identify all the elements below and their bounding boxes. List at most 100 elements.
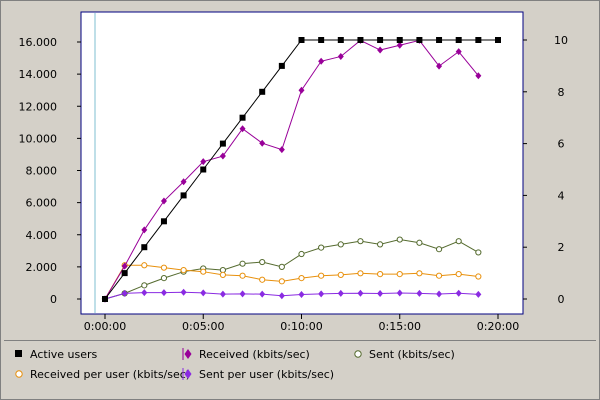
point-sent-per-user-kbits-sec [436,290,443,298]
point-received-per-user-kbits-sec [219,271,226,279]
point-sent-per-user-kbits-sec [455,289,462,297]
series-line-received-per-user-kbits-sec [104,264,479,300]
y-right-tick-label: 10 [554,34,568,47]
point-active-users [357,37,364,43]
point-sent-kbits-sec [377,241,384,248]
x-tick-label: 0:05:00 [182,320,224,333]
point-active-users [475,37,482,43]
point-received-per-user-kbits-sec [180,266,187,274]
legend-item: Sent (kbits/sec) [351,347,455,361]
point-active-users [102,296,108,302]
y-right-tick-label: 4 [558,189,565,202]
point-received-per-user-kbits-sec [475,273,482,280]
point-received-per-user-kbits-sec [318,272,325,279]
legend-label: Sent (kbits/sec) [369,347,455,361]
point-active-users [239,114,246,121]
point-received-kbits-sec [337,52,344,60]
point-sent-per-user-kbits-sec [475,290,482,298]
legend-marker-icon [15,350,22,357]
legend-marker-icon [182,348,192,360]
point-active-users [259,88,266,95]
y-left-tick-label: 4.000 [26,229,58,242]
point-received-per-user-kbits-sec [141,262,148,269]
point-received-kbits-sec [278,146,285,154]
point-received-kbits-sec [436,62,443,70]
point-active-users [219,140,226,147]
chart-legend: Active users Received (kbits/sec) Sent (kb… [4,340,596,397]
point-received-per-user-kbits-sec [278,278,285,285]
point-received-kbits-sec [377,46,384,54]
point-sent-per-user-kbits-sec [396,289,403,297]
point-received-per-user-kbits-sec [396,271,403,278]
point-received-per-user-kbits-sec [160,264,168,271]
point-sent-per-user-kbits-sec [259,290,266,298]
y-left-tick-label: 2.000 [26,261,58,274]
point-active-users [180,192,187,199]
legend-item: Received (kbits/sec) [181,347,310,361]
legend-label: Received (kbits/sec) [199,347,310,361]
y-left-tick-label: 6.000 [26,197,58,210]
y-right-tick-label: 0 [558,293,565,306]
y-right-tick-label: 6 [558,138,565,151]
point-sent-kbits-sec [298,250,305,258]
y-right-tick-label: 8 [558,86,565,99]
point-received-kbits-sec [318,57,325,65]
point-received-kbits-sec [200,158,207,166]
y-left-tick-label: 8.000 [26,165,58,178]
legend-item: Active users [12,347,97,361]
point-sent-per-user-kbits-sec [377,290,384,298]
point-active-users [278,62,285,69]
series-line-sent-kbits-sec [104,239,479,300]
point-sent-kbits-sec [357,238,364,245]
point-sent-per-user-kbits-sec [318,290,325,298]
point-received-per-user-kbits-sec [357,270,364,277]
point-sent-kbits-sec [416,239,423,246]
point-sent-kbits-sec [337,241,344,248]
x-tick-label: 0:10:00 [280,320,322,333]
legend-label: Sent per user (kbits/sec) [199,367,335,381]
point-received-kbits-sec [160,197,167,205]
legend-label: Received per user (kbits/sec) [30,367,191,381]
point-active-users [121,270,128,277]
y-left-tick-label: 12.000 [19,100,58,113]
legend-item: Received per user (kbits/sec) [12,367,190,381]
point-received-kbits-sec [141,226,148,234]
point-received-per-user-kbits-sec [377,271,384,278]
point-sent-per-user-kbits-sec [357,289,364,297]
point-received-per-user-kbits-sec [298,275,305,282]
point-active-users [416,37,423,43]
x-tick-label: 0:00:00 [84,320,126,333]
point-sent-per-user-kbits-sec [298,291,305,299]
point-sent-per-user-kbits-sec [200,289,207,297]
point-sent-per-user-kbits-sec [180,288,187,296]
point-sent-kbits-sec [259,258,266,266]
point-active-users [396,37,403,43]
legend-marker-icon [15,370,23,378]
x-tick-label: 0:20:00 [477,320,519,333]
point-active-users [495,37,501,43]
y-right-tick-label: 2 [558,241,565,254]
point-received-kbits-sec [455,48,462,56]
point-active-users [436,37,443,43]
point-sent-kbits-sec [141,282,148,289]
y-left-tick-label: 10.000 [19,132,58,145]
point-active-users [337,37,344,43]
point-received-kbits-sec [180,178,187,186]
point-received-kbits-sec [396,41,403,49]
x-tick-label: 0:15:00 [379,320,421,333]
point-received-per-user-kbits-sec [416,270,423,277]
point-sent-kbits-sec [435,246,443,253]
point-received-per-user-kbits-sec [435,272,443,279]
series-line-sent-per-user-kbits-sec [104,291,479,300]
plot-area [80,11,524,315]
point-received-kbits-sec [239,125,246,133]
point-received-kbits-sec [259,139,266,147]
point-sent-per-user-kbits-sec [121,289,128,297]
point-active-users [298,37,305,43]
point-active-users [318,37,325,43]
point-active-users [160,218,167,225]
y-left-tick-label: 0 [50,293,57,306]
point-sent-kbits-sec [455,238,462,245]
point-sent-kbits-sec [278,263,285,270]
